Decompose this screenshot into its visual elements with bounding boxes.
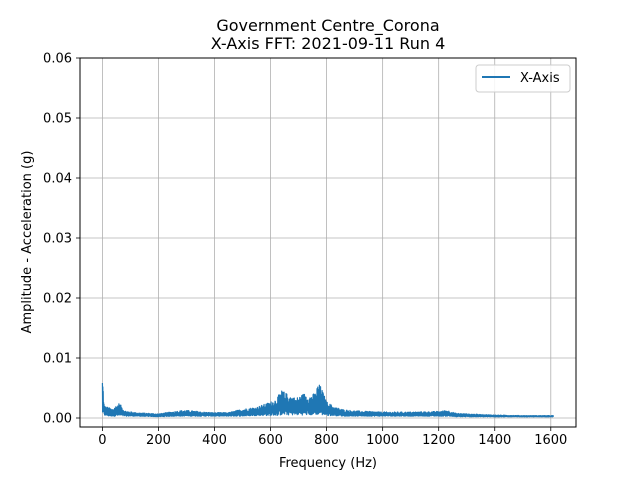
y-tick-label: 0.06: [43, 52, 72, 67]
chart-title-line2: X-Axis FFT: 2021-09-11 Run 4: [211, 34, 446, 53]
legend: X-Axis: [475, 64, 571, 93]
y-tick-label: 0.05: [43, 112, 72, 127]
x-axis-ticks: 0 200 400 600 800 1000 1200 1400 1600: [98, 427, 567, 448]
x-tick-label: 800: [314, 433, 339, 448]
x-tick-label: 0: [98, 433, 106, 448]
plot-frame: [79, 57, 577, 428]
legend-label-x-axis: X-Axis: [520, 71, 560, 86]
x-tick-label: 400: [202, 433, 227, 448]
series-line-x-axis: [101, 382, 554, 418]
y-tick-label: 0.02: [43, 292, 72, 307]
x-tick-label: 600: [258, 433, 283, 448]
y-axis-label: Amplitude - Acceleration (g): [20, 151, 35, 334]
series-group: [101, 382, 554, 418]
y-tick-label: 0.03: [43, 232, 72, 247]
y-tick-label: 0.01: [43, 352, 72, 367]
x-tick-label: 1200: [422, 433, 455, 448]
x-tick-label: 1000: [366, 433, 399, 448]
y-tick-label: 0.00: [43, 412, 72, 427]
y-tick-label: 0.04: [43, 172, 72, 187]
legend-box: [475, 64, 571, 93]
x-tick-label: 1600: [534, 433, 567, 448]
grid-lines: [80, 57, 576, 427]
x-tick-label: 200: [146, 433, 171, 448]
x-axis-label: Frequency (Hz): [279, 456, 377, 471]
x-tick-label: 1400: [478, 433, 511, 448]
chart-title-line1: Government Centre_Corona: [216, 16, 439, 36]
y-axis-ticks: 0.00 0.01 0.02 0.03 0.04 0.05 0.06: [43, 52, 80, 427]
